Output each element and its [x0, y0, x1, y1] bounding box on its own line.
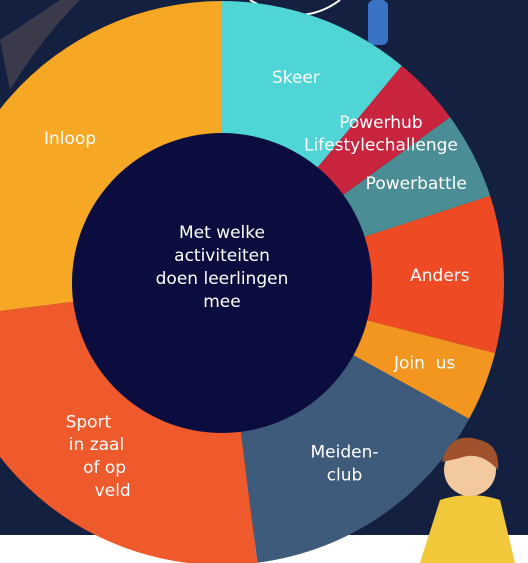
segment-label: Anders	[410, 266, 470, 286]
segment-label: Powerbattle	[366, 174, 467, 194]
infographic: Met welkeactiviteitendoen leerlingenmee …	[0, 0, 528, 563]
segment-label: Skeer	[272, 68, 320, 88]
segment-label: Join us	[393, 353, 455, 373]
figure-leg	[368, 0, 388, 45]
segment-label: Inloop	[44, 129, 96, 149]
